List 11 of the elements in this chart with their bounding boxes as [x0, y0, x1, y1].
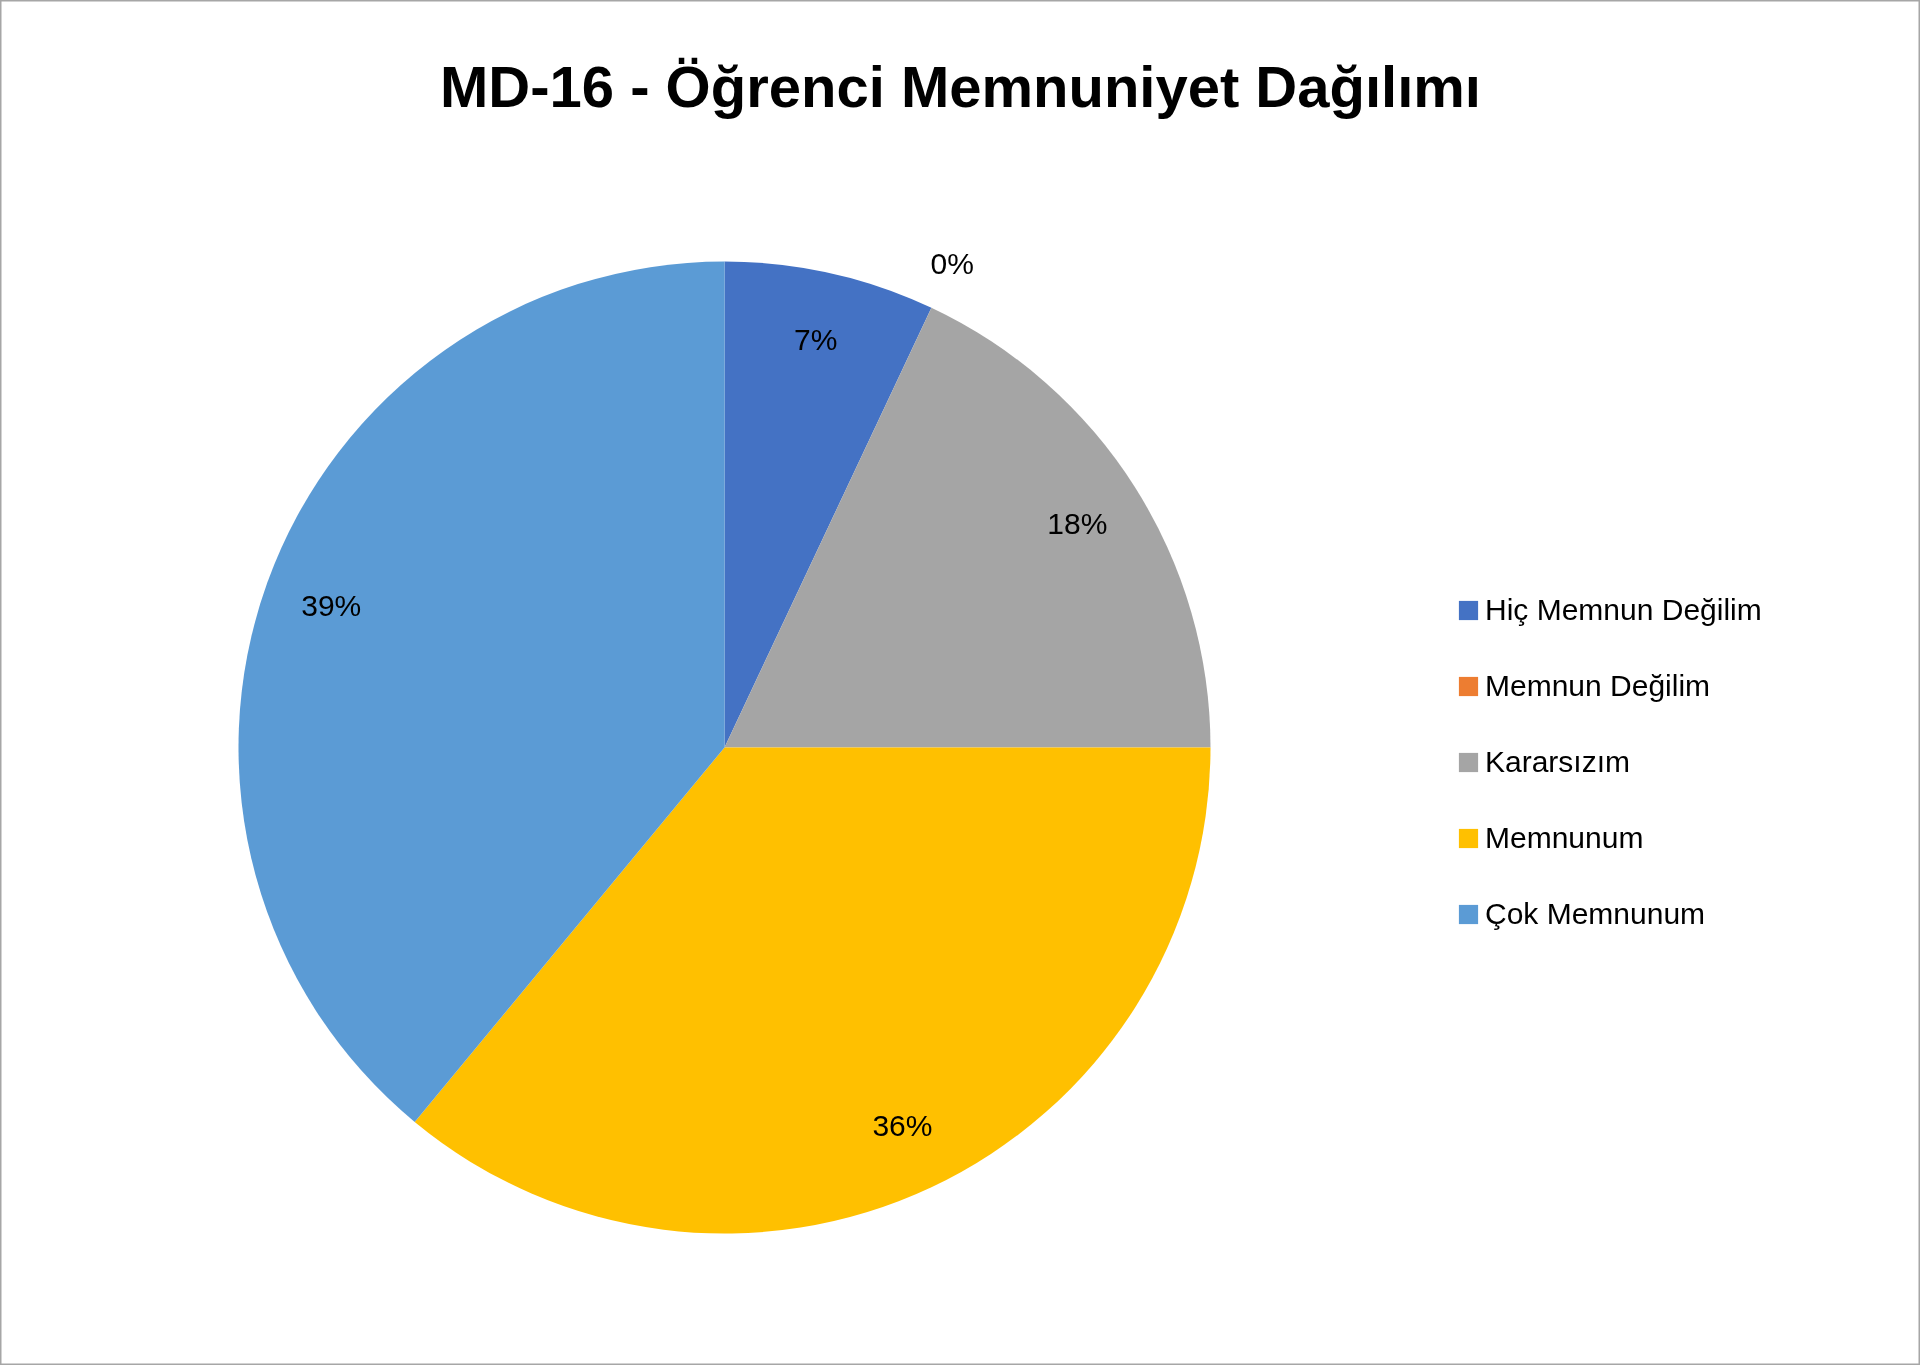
- text: 0%: [930, 247, 974, 281]
- data-label: 36%: [872, 1109, 933, 1143]
- legend-label: Çok Memnunum: [1485, 897, 1706, 931]
- legend-label: Kararsızım: [1485, 745, 1631, 779]
- legend-label: Hiç Memnun Değilim: [1485, 593, 1762, 627]
- legend-label: Memnun Değilim: [1485, 669, 1711, 703]
- data-label: 39%: [301, 589, 362, 623]
- data-label: 18%: [1047, 507, 1108, 541]
- data-label: 7%: [794, 323, 838, 357]
- chart-title: MD-16 - Öğrenci Memnuniyet Dağılımı: [440, 54, 1481, 119]
- legend-label: Memnunum: [1485, 821, 1644, 855]
